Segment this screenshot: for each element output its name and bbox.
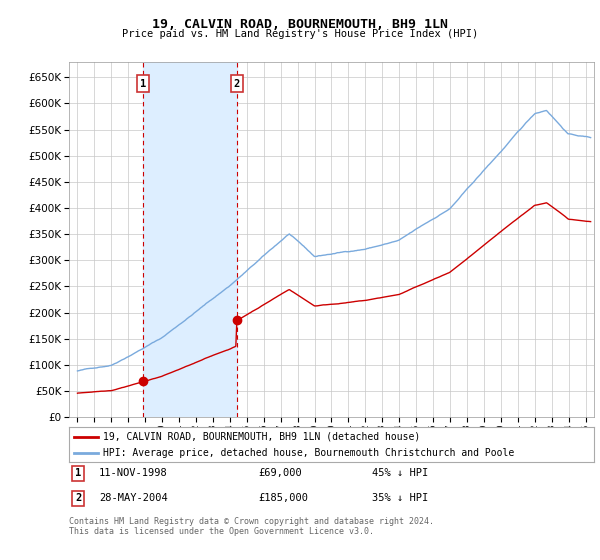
Text: £69,000: £69,000	[258, 468, 302, 478]
Text: 19, CALVIN ROAD, BOURNEMOUTH, BH9 1LN: 19, CALVIN ROAD, BOURNEMOUTH, BH9 1LN	[152, 18, 448, 31]
Text: £185,000: £185,000	[258, 493, 308, 503]
Text: HPI: Average price, detached house, Bournemouth Christchurch and Poole: HPI: Average price, detached house, Bour…	[103, 448, 514, 458]
Text: Price paid vs. HM Land Registry's House Price Index (HPI): Price paid vs. HM Land Registry's House …	[122, 29, 478, 39]
Text: 1: 1	[75, 468, 81, 478]
Text: 2: 2	[75, 493, 81, 503]
Text: This data is licensed under the Open Government Licence v3.0.: This data is licensed under the Open Gov…	[69, 528, 374, 536]
Bar	[143, 62, 237, 417]
Text: 19, CALVIN ROAD, BOURNEMOUTH, BH9 1LN (detached house): 19, CALVIN ROAD, BOURNEMOUTH, BH9 1LN (d…	[103, 432, 421, 442]
Text: 35% ↓ HPI: 35% ↓ HPI	[372, 493, 428, 503]
Text: 45% ↓ HPI: 45% ↓ HPI	[372, 468, 428, 478]
Text: 2: 2	[234, 78, 240, 88]
Text: Contains HM Land Registry data © Crown copyright and database right 2024.: Contains HM Land Registry data © Crown c…	[69, 517, 434, 526]
Text: 1: 1	[140, 78, 146, 88]
Text: 11-NOV-1998: 11-NOV-1998	[99, 468, 168, 478]
Text: 28-MAY-2004: 28-MAY-2004	[99, 493, 168, 503]
